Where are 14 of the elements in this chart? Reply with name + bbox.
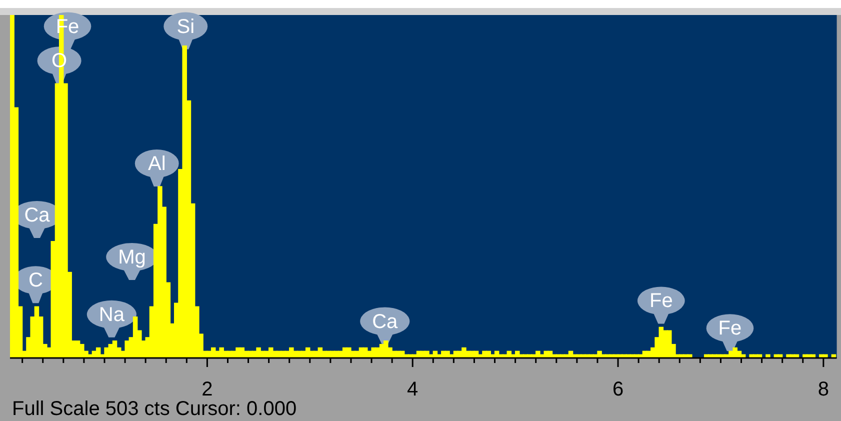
x-tick-label: 4 [407, 378, 418, 401]
annotation: Si [176, 16, 195, 38]
annotation: Ca [24, 204, 51, 227]
text: Full Scale 503 cts Cursor: 0.000 [12, 398, 297, 420]
annotation: Al [148, 153, 166, 176]
x-tick-label: 6 [612, 378, 624, 401]
annotation: Mg [118, 246, 146, 269]
x-tick-label: 2 [202, 378, 213, 401]
annotation: Ca [372, 310, 399, 333]
annotation: Fe [649, 290, 673, 312]
annotation: Fe [718, 318, 742, 340]
annotation: Na [98, 304, 126, 326]
annotation: C [28, 270, 43, 292]
x-tick-label: 8 [818, 378, 829, 401]
